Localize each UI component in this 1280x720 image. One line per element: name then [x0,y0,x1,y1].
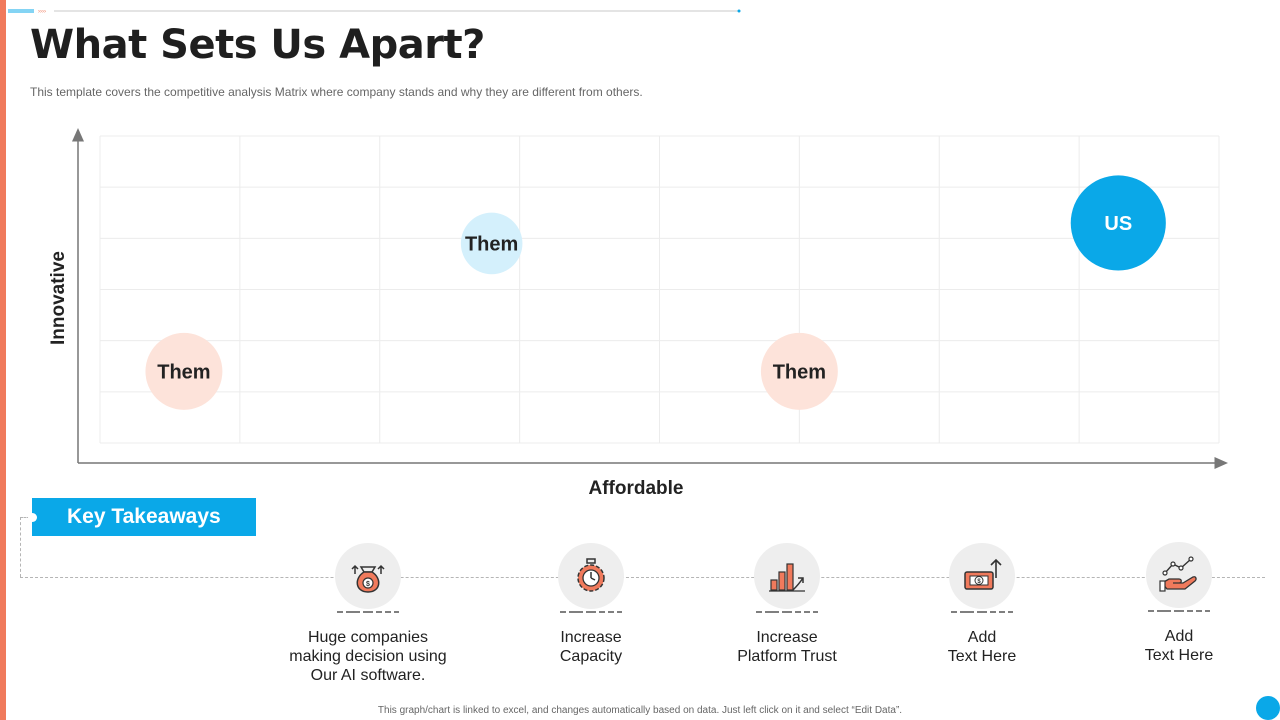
takeaway-item: Increase Platform Trust [692,543,882,666]
dash-divider [1148,610,1210,612]
takeaway-item: $ Huge companies making decision using O… [273,543,463,685]
bubble-point [145,332,223,410]
competitive-matrix-chart: Them Them Them US Affordable Innovative [48,128,1228,499]
y-axis-title: Innovative [48,251,69,345]
svg-text:››››: ›››› [38,9,46,14]
x-axis-title: Affordable [589,478,684,499]
bubble-label: Them [773,361,826,383]
takeaway-text: Add Text Here [947,629,1017,665]
page-subtitle: This template covers the competitive ana… [30,85,643,99]
takeaway-item: $ Add Text Here [887,543,1077,666]
svg-text:$: $ [366,581,370,588]
takeaway-text: Add Text Here [1144,628,1214,664]
top-decoration: ›››› [8,9,741,14]
dash-divider [560,611,622,613]
left-accent-bar [0,0,6,720]
bubble-point [760,332,838,410]
takeaway-text: Huge companies making decision using Our… [289,629,447,684]
bubble-label: Them [465,233,518,255]
footer-note: This graph/chart is linked to excel, and… [377,705,903,716]
key-takeaways-dot [28,513,37,522]
takeaway-connector-horizontal [20,577,1265,578]
takeaway-text: Increase Capacity [559,629,623,665]
hand-chart-icon [1146,542,1212,608]
dash-divider [756,611,818,613]
bar-growth-icon [754,543,820,609]
bubble-label: Them [157,361,210,383]
bubble-series: Them Them Them US [145,175,1166,410]
page-title: What Sets Us Apart? [30,22,485,68]
takeaway-connector-vertical [20,517,21,577]
takeaway-connector-top [20,517,30,518]
chart-grid [99,135,1220,444]
svg-text:$: $ [977,579,981,585]
stopwatch-gear-icon [558,543,624,609]
takeaway-text: Increase Platform Trust [737,629,837,665]
dash-divider [337,611,399,613]
bubble-point [460,212,523,275]
bubble-label: US [1104,213,1132,235]
corner-accent-dot [1256,696,1280,720]
takeaway-item: Increase Capacity [496,543,686,666]
key-takeaways-heading: Key Takeaways [32,498,256,536]
takeaway-item: Add Text Here [1084,542,1274,665]
money-bag-icon: $ [335,543,401,609]
bubble-point [1070,175,1166,271]
dash-divider [951,611,1013,613]
dollar-bill-arrow-icon: $ [949,543,1015,609]
